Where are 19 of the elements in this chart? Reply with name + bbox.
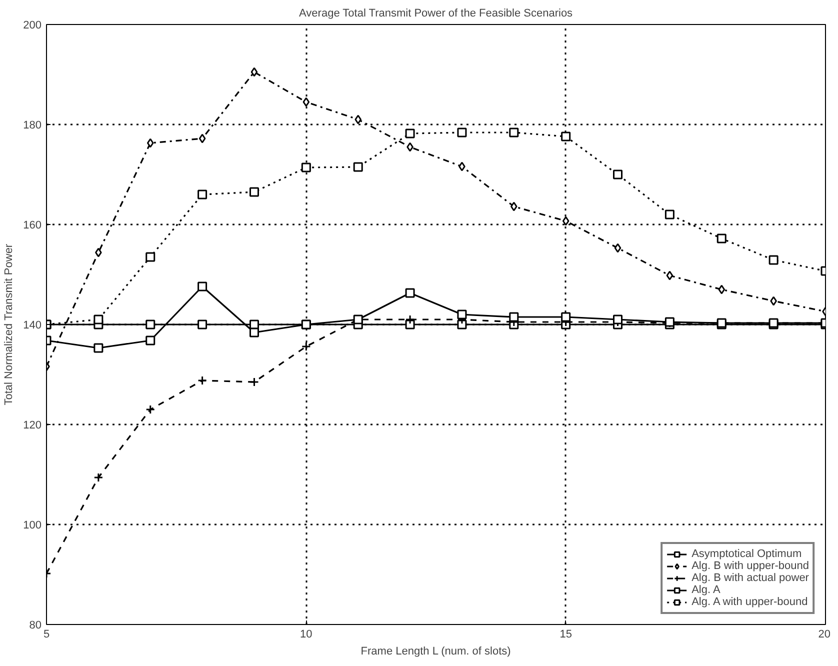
y-tick-label: 120: [23, 420, 42, 432]
y-tick-label: 140: [23, 320, 42, 332]
legend-label: Asymptotical Optimum: [692, 548, 802, 560]
y-tick-label: 160: [23, 220, 42, 232]
y-tick-label: 80: [29, 620, 42, 632]
x-tick-label: 10: [300, 628, 312, 640]
y-tick-label: 100: [23, 520, 42, 532]
legend-label: Alg. B with upper-bound: [692, 560, 809, 572]
legend-label: Alg. B with actual power: [692, 572, 809, 584]
y-tick-label: 180: [23, 120, 42, 132]
x-axis-title: Frame Length L (num. of slots): [360, 646, 511, 658]
x-tick-label: 5: [43, 628, 50, 640]
chart-title: Average Total Transmit Power of the Feasible Scenarios: [299, 8, 574, 20]
y-tick-label: 200: [23, 20, 42, 32]
legend-label: Alg. A: [692, 584, 720, 596]
x-tick-label: 15: [560, 628, 572, 640]
legend-label: Alg. A with upper-bound: [692, 596, 808, 608]
x-tick-label: 20: [818, 628, 831, 640]
y-axis-title: Total Normalized Transmit Power: [3, 244, 16, 406]
